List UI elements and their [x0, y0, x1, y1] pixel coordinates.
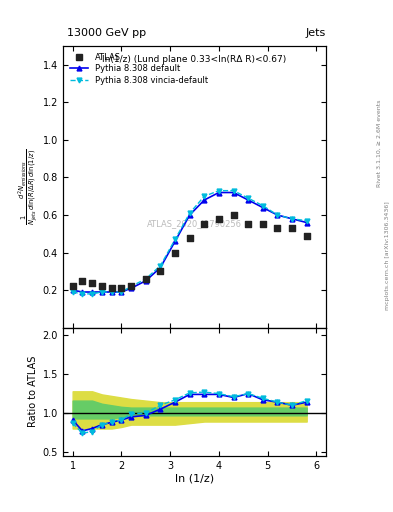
Pythia 8.308 default	[217, 189, 221, 196]
ATLAS	[99, 282, 105, 290]
Text: 13000 GeV pp: 13000 GeV pp	[67, 28, 146, 38]
Pythia 8.308 vincia-default	[143, 276, 148, 282]
Pythia 8.308 vincia-default	[290, 216, 294, 222]
Pythia 8.308 default	[187, 212, 192, 218]
Pythia 8.308 default	[119, 289, 124, 295]
ATLAS	[274, 224, 281, 232]
Pythia 8.308 default	[231, 189, 236, 196]
Pythia 8.308 vincia-default	[231, 187, 236, 194]
Pythia 8.308 vincia-default	[246, 195, 250, 201]
ATLAS	[201, 220, 208, 228]
Text: ln(1/z) (Lund plane 0.33<ln(RΔ R)<0.67): ln(1/z) (Lund plane 0.33<ln(RΔ R)<0.67)	[103, 55, 286, 63]
ATLAS	[118, 284, 125, 292]
Pythia 8.308 default	[129, 285, 134, 291]
Pythia 8.308 vincia-default	[173, 237, 177, 243]
Pythia 8.308 default	[158, 265, 163, 271]
Legend: ATLAS, Pythia 8.308 default, Pythia 8.308 vincia-default: ATLAS, Pythia 8.308 default, Pythia 8.30…	[67, 50, 210, 87]
ATLAS	[143, 275, 149, 283]
Pythia 8.308 vincia-default	[129, 283, 134, 289]
Pythia 8.308 default	[80, 289, 85, 295]
Pythia 8.308 vincia-default	[70, 289, 75, 295]
Pythia 8.308 default	[90, 289, 94, 295]
Pythia 8.308 default	[173, 238, 177, 244]
Pythia 8.308 vincia-default	[99, 289, 104, 295]
Text: Jets: Jets	[306, 28, 326, 38]
ATLAS	[303, 231, 310, 240]
Line: Pythia 8.308 default: Pythia 8.308 default	[70, 190, 309, 294]
Pythia 8.308 default	[70, 287, 75, 293]
Pythia 8.308 vincia-default	[109, 289, 114, 295]
ATLAS	[187, 233, 193, 242]
Pythia 8.308 vincia-default	[90, 291, 94, 297]
Pythia 8.308 default	[290, 216, 294, 222]
Pythia 8.308 vincia-default	[304, 218, 309, 224]
ATLAS	[216, 215, 222, 223]
ATLAS	[89, 279, 95, 287]
Line: Pythia 8.308 vincia-default: Pythia 8.308 vincia-default	[70, 188, 309, 296]
Pythia 8.308 default	[261, 204, 265, 210]
Pythia 8.308 default	[246, 197, 250, 203]
Y-axis label: $\frac{1}{N_{jets}}\frac{d^2 N_{emissions}}{d\ln(R/\Delta R)\,d\ln(1/z)}$: $\frac{1}{N_{jets}}\frac{d^2 N_{emission…	[17, 148, 40, 225]
Pythia 8.308 vincia-default	[217, 187, 221, 194]
Pythia 8.308 default	[304, 220, 309, 226]
Pythia 8.308 vincia-default	[158, 263, 163, 269]
Pythia 8.308 default	[202, 197, 207, 203]
Pythia 8.308 vincia-default	[202, 193, 207, 199]
ATLAS	[245, 220, 251, 228]
Pythia 8.308 vincia-default	[275, 212, 280, 218]
Pythia 8.308 default	[143, 278, 148, 284]
ATLAS	[230, 211, 237, 219]
Pythia 8.308 vincia-default	[187, 210, 192, 216]
ATLAS	[128, 282, 134, 290]
Text: mcplots.cern.ch [arXiv:1306.3436]: mcplots.cern.ch [arXiv:1306.3436]	[385, 202, 389, 310]
ATLAS	[157, 267, 163, 275]
Pythia 8.308 vincia-default	[80, 291, 85, 297]
Text: Rivet 3.1.10, ≥ 2.6M events: Rivet 3.1.10, ≥ 2.6M events	[377, 100, 382, 187]
ATLAS	[70, 282, 76, 290]
ATLAS	[289, 224, 295, 232]
Pythia 8.308 vincia-default	[119, 289, 124, 295]
ATLAS	[172, 248, 178, 257]
Pythia 8.308 vincia-default	[261, 203, 265, 209]
ATLAS	[79, 276, 86, 285]
ATLAS	[108, 284, 115, 292]
Pythia 8.308 default	[99, 289, 104, 295]
X-axis label: ln (1/z): ln (1/z)	[175, 473, 214, 483]
Y-axis label: Ratio to ATLAS: Ratio to ATLAS	[28, 356, 39, 428]
ATLAS	[260, 220, 266, 228]
Text: ATLAS_2020_I1790256: ATLAS_2020_I1790256	[147, 219, 242, 228]
Pythia 8.308 default	[109, 289, 114, 295]
Pythia 8.308 default	[275, 212, 280, 218]
